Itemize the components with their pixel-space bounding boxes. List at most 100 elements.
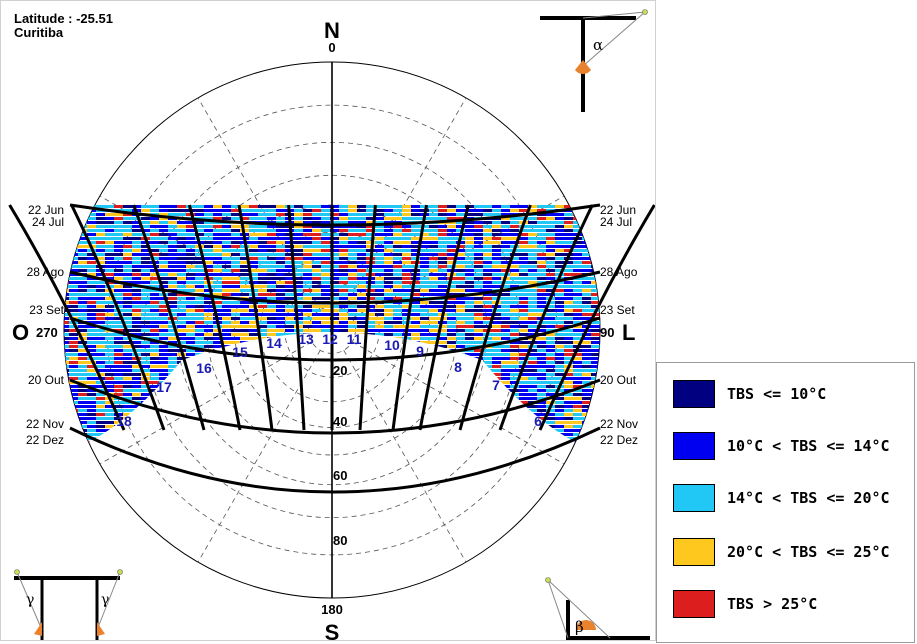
temperature-cell	[438, 377, 447, 380]
temperature-cell	[177, 313, 186, 316]
temperature-cell	[258, 233, 267, 236]
temperature-cell	[420, 377, 429, 380]
temperature-cell	[276, 297, 285, 300]
temperature-cell	[186, 297, 195, 300]
temperature-cell	[537, 377, 546, 380]
temperature-cell	[258, 297, 267, 300]
temperature-cell	[96, 205, 105, 208]
temperature-cell	[330, 213, 339, 216]
temperature-cell	[132, 253, 141, 256]
temperature-cell	[609, 297, 618, 300]
temperature-cell	[420, 445, 429, 448]
temperature-cell	[366, 377, 375, 380]
temperature-cell	[78, 301, 87, 304]
temperature-cell	[555, 205, 564, 208]
temperature-cell	[519, 217, 528, 220]
temperature-cell	[492, 241, 501, 244]
temperature-cell	[78, 373, 87, 376]
temperature-cell	[420, 205, 429, 208]
temperature-cell	[204, 229, 213, 232]
temperature-cell	[411, 321, 420, 324]
temperature-cell	[123, 349, 132, 352]
temperature-cell	[258, 305, 267, 308]
temperature-cell	[141, 301, 150, 304]
temperature-cell	[96, 305, 105, 308]
temperature-cell	[87, 293, 96, 296]
temperature-cell	[546, 361, 555, 364]
temperature-cell	[330, 233, 339, 236]
temperature-cell	[87, 281, 96, 284]
temperature-cell	[222, 321, 231, 324]
temperature-cell	[123, 393, 132, 396]
temperature-cell	[573, 273, 582, 276]
temperature-cell	[447, 241, 456, 244]
temperature-cell	[546, 329, 555, 332]
temperature-cell	[402, 237, 411, 240]
legend-swatch	[673, 380, 715, 408]
temperature-cell	[231, 285, 240, 288]
temperature-cell	[240, 389, 249, 392]
temperature-cell	[339, 381, 348, 384]
temperature-cell	[177, 309, 186, 312]
temperature-cell	[600, 237, 609, 240]
temperature-cell	[312, 269, 321, 272]
temperature-cell	[312, 313, 321, 316]
temperature-cell	[447, 333, 456, 336]
temperature-cell	[591, 289, 600, 292]
temperature-cell	[555, 417, 564, 420]
temperature-cell	[366, 437, 375, 440]
temperature-cell	[411, 421, 420, 424]
temperature-cell	[276, 225, 285, 228]
temperature-cell	[132, 309, 141, 312]
temperature-cell	[150, 437, 159, 440]
temperature-cell	[312, 265, 321, 268]
temperature-cell	[447, 289, 456, 292]
temperature-cell	[366, 217, 375, 220]
temperature-cell	[492, 281, 501, 284]
temperature-cell	[186, 281, 195, 284]
temperature-cell	[294, 317, 303, 320]
temperature-cell	[537, 345, 546, 348]
temperature-cell	[492, 449, 501, 452]
temperature-cell	[474, 381, 483, 384]
temperature-cell	[114, 273, 123, 276]
temperature-cell	[375, 417, 384, 420]
temperature-cell	[591, 257, 600, 260]
temperature-cell	[249, 329, 258, 332]
temperature-cell	[501, 381, 510, 384]
temperature-cell	[141, 269, 150, 272]
temperature-cell	[177, 333, 186, 336]
temperature-cell	[123, 245, 132, 248]
temperature-cell	[393, 433, 402, 436]
temperature-cell	[105, 269, 114, 272]
temperature-cell	[114, 297, 123, 300]
temperature-cell	[447, 329, 456, 332]
temperature-cell	[303, 393, 312, 396]
temperature-cell	[474, 313, 483, 316]
temperature-cell	[546, 237, 555, 240]
temperature-cell	[429, 269, 438, 272]
temperature-cell	[78, 361, 87, 364]
temperature-cell	[492, 341, 501, 344]
temperature-cell	[141, 329, 150, 332]
temperature-cell	[78, 405, 87, 408]
temperature-cell	[438, 249, 447, 252]
temperature-cell	[186, 253, 195, 256]
temperature-cell	[555, 225, 564, 228]
temperature-cell	[231, 293, 240, 296]
temperature-cell	[546, 301, 555, 304]
temperature-cell	[150, 329, 159, 332]
temperature-cell	[78, 437, 87, 440]
temperature-cell	[366, 421, 375, 424]
temperature-cell	[402, 293, 411, 296]
temperature-cell	[105, 345, 114, 348]
temperature-cell	[276, 397, 285, 400]
temperature-cell	[87, 301, 96, 304]
temperature-cell	[159, 277, 168, 280]
temperature-cell	[204, 333, 213, 336]
temperature-cell	[519, 301, 528, 304]
temperature-cell	[141, 389, 150, 392]
temperature-cell	[447, 317, 456, 320]
temperature-cell	[159, 265, 168, 268]
temperature-cell	[582, 229, 591, 232]
